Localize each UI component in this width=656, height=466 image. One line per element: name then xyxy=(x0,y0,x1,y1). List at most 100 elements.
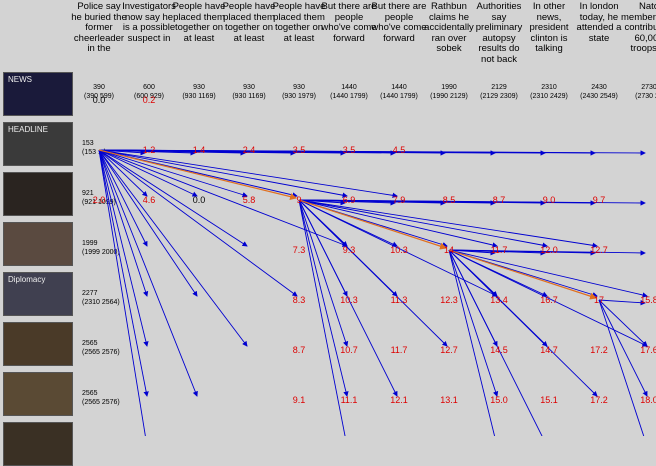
score-label: 15.0 xyxy=(490,395,508,405)
score-label: 10.3 xyxy=(340,295,358,305)
row-range: (2565 2576) xyxy=(82,349,120,356)
score-label: 8.3 xyxy=(293,295,306,305)
score-label: 14.7 xyxy=(540,345,558,355)
graph-edge xyxy=(448,249,646,256)
video-thumbnail: NEWS xyxy=(3,72,73,116)
column-frame-range: 390 (390 599) xyxy=(69,83,129,101)
row-frame-range: 2565 (2565 2576) xyxy=(82,389,120,407)
thumbnail-caption: HEADLINE xyxy=(8,125,49,134)
row-frame: 2277 xyxy=(82,290,98,297)
column-header: Investigators now say he is a possible s… xyxy=(122,1,176,44)
column-frame: 2129 xyxy=(491,84,507,91)
column-frame: 2310 xyxy=(541,84,557,91)
thumbnail-caption: NEWS xyxy=(8,75,32,84)
score-label: 15.8 xyxy=(640,295,656,305)
column-range: (2129 2309) xyxy=(480,93,518,100)
score-label: 1.2 xyxy=(143,145,156,155)
graph-edge xyxy=(98,149,198,297)
column-frame-range: 2310 (2310 2429) xyxy=(519,83,579,101)
graph-edge xyxy=(298,199,398,397)
score-label: 9.7 xyxy=(593,195,606,205)
video-thumbnail xyxy=(3,172,73,216)
column-header: People have placed them together on at l… xyxy=(272,1,326,44)
column-frame-range: 2430 (2430 2549) xyxy=(569,83,629,101)
score-label: 12.7 xyxy=(590,245,608,255)
score-label: 11.7 xyxy=(391,345,408,355)
graph-edge xyxy=(298,199,498,248)
video-thumbnail xyxy=(3,222,73,266)
column-range: (2730 29 xyxy=(635,93,656,100)
column-frame: 1440 xyxy=(341,84,357,91)
row-frame-range: 2277 (2310 2564) xyxy=(82,289,120,307)
column-frame: 930 xyxy=(293,84,305,91)
graph-edge xyxy=(98,149,148,197)
graph-edge xyxy=(98,149,398,198)
score-label: 12.0 xyxy=(540,245,558,255)
graph-edge xyxy=(448,249,648,298)
column-range: (2310 2429) xyxy=(530,93,568,100)
score-label: 2.0 xyxy=(93,195,106,205)
edge-layer xyxy=(98,149,648,436)
column-range: (1440 1799) xyxy=(330,93,368,100)
score-label: 13.1 xyxy=(440,395,458,405)
thumbnail-strip: NEWS HEADLINE Diplomacy xyxy=(3,0,73,466)
video-thumbnail xyxy=(3,372,73,416)
score-label: 14.5 xyxy=(490,345,508,355)
graph-edge xyxy=(98,149,348,247)
column-frame-range: 930 (930 1979) xyxy=(269,83,329,101)
column-frame: 1440 xyxy=(391,84,407,91)
score-label: 10.7 xyxy=(340,345,358,355)
column-header: Rathbun claims he accidentally ran over … xyxy=(424,1,474,54)
video-thumbnail xyxy=(3,322,73,366)
row-range: (2565 2576) xyxy=(82,399,120,406)
graph-edge xyxy=(298,199,346,436)
column-header: People have placed them together on at l… xyxy=(172,1,226,44)
row-frame-range: 1999 (1999 2000) xyxy=(82,239,120,257)
score-label: 12.1 xyxy=(390,395,408,405)
graph-edge xyxy=(98,149,248,347)
graph-edge xyxy=(298,199,448,347)
row-range: (153 ...) xyxy=(82,149,107,156)
graph-edge xyxy=(98,149,149,297)
row-range: (2310 2564) xyxy=(82,299,120,306)
graph-edge xyxy=(448,249,496,436)
row-frame-range: 2565 (2565 2576) xyxy=(82,339,120,357)
score-layer: 0.0 0.2 1.2 1.4 2.4 3.5 3.5 4.5 2.0 4.6 0.0 5.8 9 6.9… xyxy=(93,95,656,405)
video-thumbnail: Diplomacy xyxy=(3,272,73,316)
graph-edge xyxy=(598,299,646,306)
score-label: 8.5 xyxy=(443,195,456,205)
column-frame-range: 930 (930 1169) xyxy=(219,83,279,101)
row-frame: 2565 xyxy=(82,340,98,347)
score-label: 9 xyxy=(296,195,301,205)
score-label: 10.3 xyxy=(390,245,408,255)
score-label: 13.4 xyxy=(490,295,508,305)
graph-edge xyxy=(98,149,198,197)
column-range: (930 1979) xyxy=(282,93,316,100)
graph-edge xyxy=(98,149,149,397)
column-header: People have placed them together on at l… xyxy=(222,1,276,44)
row-frame: 2565 xyxy=(82,390,98,397)
column-frame-range: 1440 (1440 1799) xyxy=(369,83,429,101)
score-label: 6.9 xyxy=(343,195,356,205)
graph-edge xyxy=(98,149,348,198)
score-label: 17.2 xyxy=(590,395,608,405)
graph-edge xyxy=(98,149,198,397)
column-frame: 600 xyxy=(143,84,155,91)
column-frame: 2430 xyxy=(591,84,607,91)
graph-edge xyxy=(98,149,248,247)
column-range: (1440 1799) xyxy=(380,93,418,100)
score-label: 12.7 xyxy=(440,345,458,355)
row-frame-range: 921 (921 1099) xyxy=(82,189,116,207)
best-path-edge xyxy=(298,199,448,250)
score-label: 4.6 xyxy=(143,195,156,205)
column-header: In london today, he attended a state xyxy=(576,1,622,44)
score-label: 11.3 xyxy=(391,295,408,305)
column-header: But there are people who've come forward xyxy=(321,1,377,44)
score-label: 7.9 xyxy=(393,195,406,205)
score-label: 17 xyxy=(594,295,604,305)
score-label: 1.4 xyxy=(193,145,206,155)
score-label: 0.2 xyxy=(143,95,156,105)
column-range: (930 1169) xyxy=(182,93,216,100)
row-range: (1999 2000) xyxy=(82,249,120,256)
graph-edge xyxy=(98,149,146,436)
